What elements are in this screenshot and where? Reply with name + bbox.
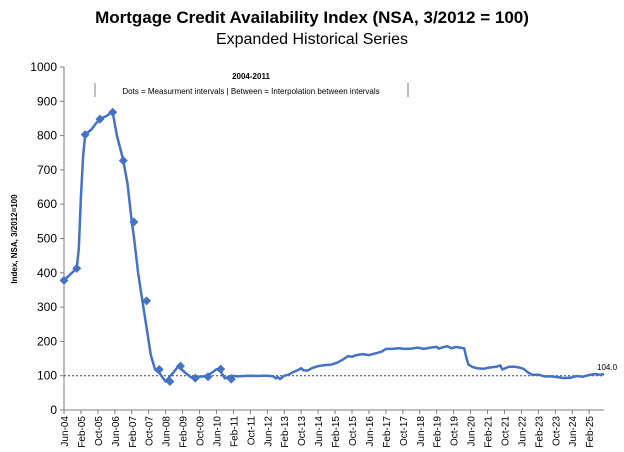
y-tick-label: 500 — [37, 232, 57, 246]
x-tick-label: Jun-16 — [365, 416, 376, 447]
x-tick-label: Feb-11 — [229, 416, 240, 447]
chart-subtitle: Expanded Historical Series — [215, 31, 409, 48]
x-tick-label: Feb-15 — [331, 416, 342, 448]
x-tick-label: Jun-18 — [416, 416, 427, 447]
x-tick-label: Jun-10 — [212, 416, 223, 447]
y-tick-label: 1000 — [30, 60, 57, 74]
x-tick-label: Jun-24 — [568, 416, 579, 447]
data-point-marker — [108, 107, 118, 117]
x-tick-label: Oct-07 — [145, 416, 156, 446]
x-tick-label: Jun-08 — [162, 416, 173, 447]
data-point-marker — [154, 365, 164, 375]
x-tick-label: Jun-14 — [314, 416, 325, 447]
y-tick-label: 200 — [37, 334, 57, 348]
data-point-marker — [95, 114, 105, 124]
data-point-marker — [129, 217, 139, 227]
x-tick-label: Jun-22 — [517, 416, 528, 447]
data-point-marker — [175, 361, 185, 371]
series-line — [63, 111, 605, 383]
x-tick-label: Oct-09 — [196, 416, 207, 446]
x-tick-label: Oct-17 — [399, 416, 410, 446]
data-point-marker — [59, 275, 69, 285]
data-point-marker — [203, 372, 213, 382]
last-value-label: 104.0 — [597, 363, 618, 372]
y-tick-label: 900 — [37, 94, 57, 108]
x-tick-label: Feb-23 — [534, 416, 545, 448]
x-tick-label: Jun-12 — [263, 416, 274, 447]
x-tick-label: Oct-13 — [297, 416, 308, 446]
measured-points-group — [59, 107, 236, 387]
x-tick-label: Jun-20 — [467, 416, 478, 447]
x-tick-label: Feb-13 — [280, 416, 291, 448]
x-tick-label: Feb-09 — [179, 416, 190, 448]
x-tick-label: Feb-05 — [77, 416, 88, 448]
x-tick-label: Oct-21 — [500, 416, 511, 446]
series-group — [63, 111, 605, 383]
data-point-marker — [165, 377, 175, 387]
data-point-marker — [118, 156, 128, 166]
annotation-text: Dots = Measurment intervals | Between = … — [122, 87, 379, 96]
x-tick-label: Oct-15 — [348, 416, 359, 446]
data-point-marker — [80, 130, 90, 140]
y-tick-label: 100 — [37, 369, 57, 383]
y-tick-label: 800 — [37, 129, 57, 143]
x-tick-label: Oct-23 — [551, 416, 562, 446]
annotation-group: 2004-2011 Dots = Measurment intervals | … — [94, 72, 409, 97]
data-point-marker — [226, 374, 236, 384]
y-tick-label: 400 — [37, 266, 57, 280]
x-tick-label: Oct-11 — [246, 416, 257, 446]
data-point-marker — [72, 263, 82, 273]
chart-title: Mortgage Credit Availability Index (NSA,… — [95, 8, 529, 27]
chart-axes: 0 100 200 300 400 500 600 700 800 900 1000 Jun-04 Fe… — [30, 60, 604, 448]
x-tick-label: Jun-04 — [60, 416, 71, 447]
y-tick-label: 300 — [37, 300, 57, 314]
y-tick-label: 0 — [50, 403, 57, 417]
x-tick-label: Jun-06 — [111, 416, 122, 447]
x-tick-label: Feb-25 — [585, 416, 596, 448]
x-tick-label: Feb-17 — [382, 416, 393, 448]
x-tick-label: Feb-19 — [433, 416, 444, 448]
data-point-marker — [142, 296, 152, 306]
x-tick-label: Feb-07 — [128, 416, 139, 448]
data-point-marker — [190, 373, 200, 383]
annotation-title: 2004-2011 — [232, 72, 270, 81]
y-axis-label: Index, NSA, 3/2012=100 — [10, 194, 19, 284]
y-tick-label: 600 — [37, 197, 57, 211]
x-tick-label: Oct-05 — [94, 416, 105, 446]
data-point-marker — [216, 364, 226, 374]
y-tick-label: 700 — [37, 163, 57, 177]
x-tick-label: Feb-21 — [484, 416, 495, 448]
x-tick-label: Oct-19 — [450, 416, 461, 446]
